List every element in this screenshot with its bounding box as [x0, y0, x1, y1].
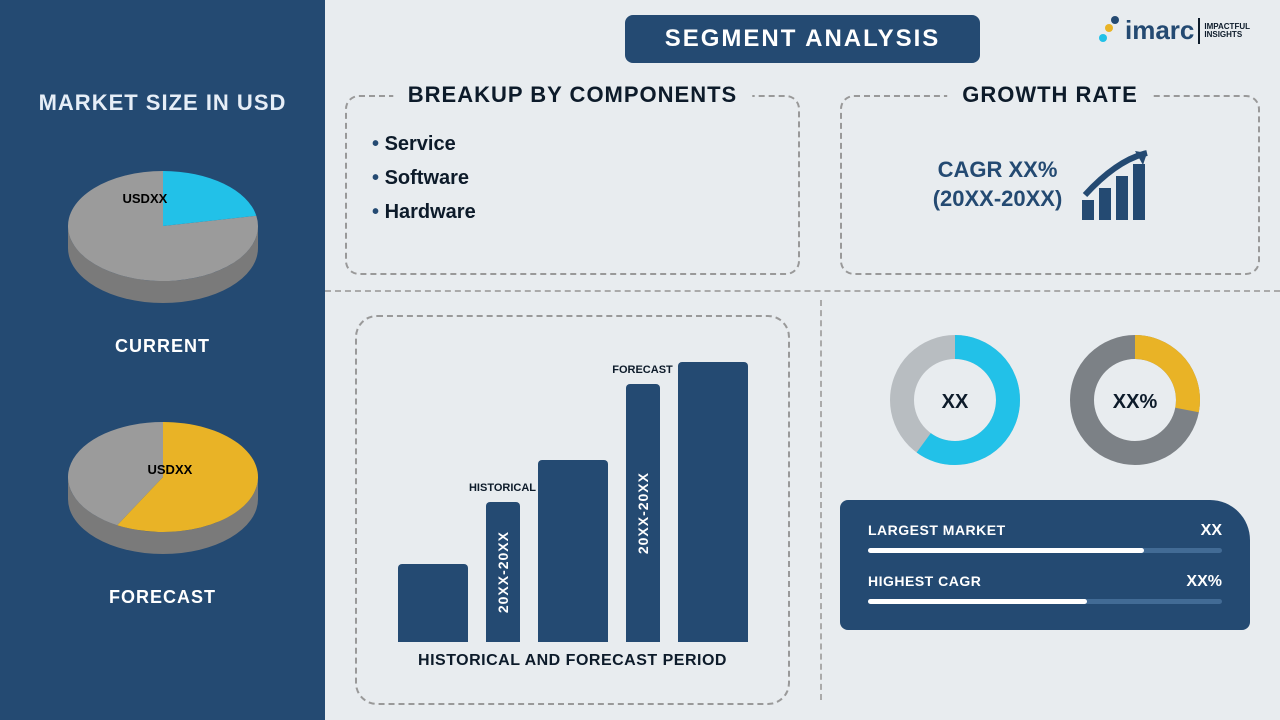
pie-slice-label-current: USDXX — [123, 191, 168, 206]
growth-heading: GROWTH RATE — [947, 82, 1153, 108]
pie-wrap-forecast: USDXX FORECAST — [53, 407, 273, 608]
bar-top-label: HISTORICAL — [469, 482, 536, 494]
data-bar — [398, 564, 468, 642]
bar-top-label: FORECAST — [612, 364, 673, 376]
pie-wrap-current: USDXX CURRENT — [53, 156, 273, 357]
metric-row: LARGEST MARKET XX — [868, 522, 1222, 553]
col-divider — [820, 300, 822, 700]
growth-text: CAGR XX% (20XX-20XX) — [933, 156, 1063, 213]
sidebar: MARKET SIZE IN USD USDXX CURRENT USDXX FORE… — [0, 0, 325, 720]
period-bar: HISTORICAL20XX-20XX — [486, 502, 520, 642]
period-bar: FORECAST20XX-20XX — [626, 384, 660, 642]
right-bottom: XX XX% LARGEST MARKET XX HIGHEST CAGR XX… — [820, 290, 1280, 720]
breakup-list: ServiceSoftwareHardware — [372, 127, 773, 229]
pie-slice-label-forecast: USDXX — [148, 462, 193, 477]
metrics-box: LARGEST MARKET XX HIGHEST CAGR XX% — [840, 500, 1250, 630]
data-bar — [538, 460, 608, 642]
donut-center-0: XX — [890, 335, 1020, 470]
growth-line2: (20XX-20XX) — [933, 185, 1063, 214]
pie-caption-current: CURRENT — [115, 336, 210, 357]
metric-value: XX% — [1186, 573, 1222, 591]
metric-bar — [868, 599, 1222, 604]
pie-caption-forecast: FORECAST — [109, 587, 216, 608]
historical-caption: HISTORICAL AND FORECAST PERIOD — [418, 652, 727, 670]
donut-0: XX — [890, 335, 1020, 470]
donuts-row: XX XX% — [840, 335, 1250, 470]
bar-period-text: 20XX-20XX — [635, 472, 651, 554]
breakup-item: Software — [372, 161, 773, 195]
breakup-panel: BREAKUP BY COMPONENTS ServiceSoftwareHar… — [345, 95, 800, 275]
pie-current — [53, 156, 273, 316]
growth-panel: GROWTH RATE CAGR XX% (20XX-20XX) — [840, 95, 1260, 275]
metric-bar — [868, 548, 1222, 553]
brand-logo: imarc IMPACTFUL INSIGHTS — [1099, 15, 1250, 46]
row-divider — [325, 290, 1280, 292]
donut-1: XX% — [1070, 335, 1200, 470]
page-title: SEGMENT ANALYSIS — [625, 15, 981, 63]
breakup-item: Service — [372, 127, 773, 161]
pie-forecast — [53, 407, 273, 567]
growth-icon — [1077, 145, 1167, 225]
breakup-item: Hardware — [372, 195, 773, 229]
main-area: SEGMENT ANALYSIS imarc IMPACTFUL INSIGHT… — [325, 0, 1280, 720]
metric-label: HIGHEST CAGR — [868, 573, 981, 589]
sidebar-title: MARKET SIZE IN USD — [39, 90, 287, 116]
breakup-heading: BREAKUP BY COMPONENTS — [393, 82, 752, 108]
metric-value: XX — [1201, 522, 1222, 540]
donut-center-1: XX% — [1070, 335, 1200, 470]
metric-label: LARGEST MARKET — [868, 522, 1006, 538]
logo-brand: imarc — [1125, 15, 1194, 46]
bar-period-text: 20XX-20XX — [495, 531, 511, 613]
logo-tagline-bottom: INSIGHTS — [1204, 31, 1250, 39]
growth-line1: CAGR XX% — [933, 156, 1063, 185]
title-bar: SEGMENT ANALYSIS imarc IMPACTFUL INSIGHT… — [325, 0, 1280, 80]
data-bar — [678, 362, 748, 642]
metric-row: HIGHEST CAGR XX% — [868, 573, 1222, 604]
historical-chart: HISTORICAL20XX-20XXFORECAST20XX-20XX HIS… — [355, 315, 790, 705]
